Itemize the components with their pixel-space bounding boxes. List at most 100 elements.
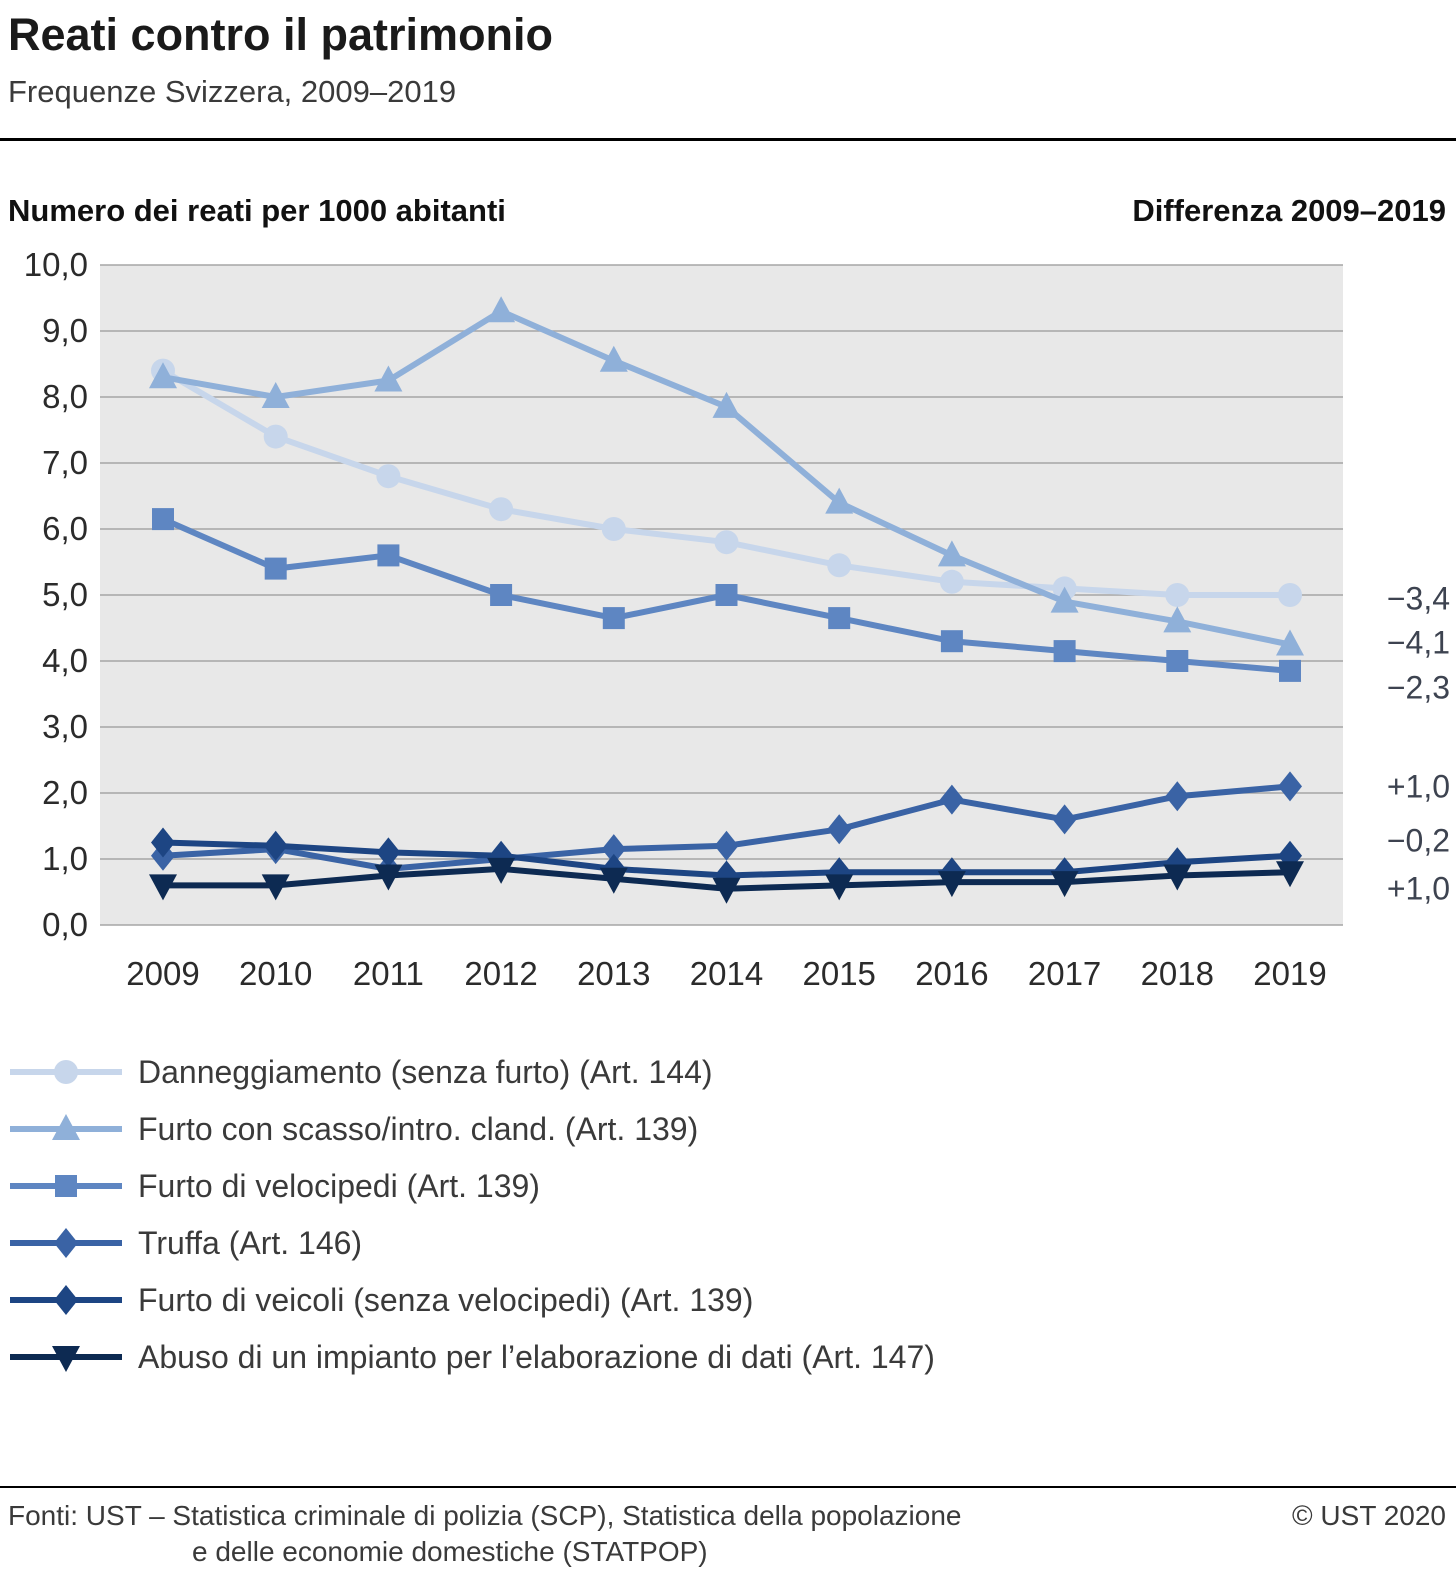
marker-diamond (714, 830, 739, 861)
marker-diamond (1278, 770, 1302, 801)
y-tick-label: 9,0 (42, 312, 88, 349)
legend-item: Abuso di un impianto per l’elaborazione … (8, 1329, 1446, 1386)
x-tick-label: 2017 (1028, 955, 1101, 992)
legend-sample (10, 1346, 122, 1372)
marker-triangle-up (1050, 586, 1079, 613)
legend-label: Furto di velocipedi (Art. 139) (138, 1167, 540, 1204)
legend-marker-diamond (54, 1285, 78, 1315)
page-title: Reati contro il patrimonio (8, 9, 554, 60)
marker-square (264, 557, 287, 580)
marker-square (152, 507, 174, 530)
difference-header: Differenza 2009–2019 (1132, 192, 1446, 228)
footer-sources-line1: Fonti: UST – Statistica criminale di pol… (8, 1499, 962, 1531)
header-divider (0, 137, 1456, 141)
marker-triangle-up (149, 361, 177, 388)
marker-triangle-up (261, 381, 290, 408)
x-tick-label: 2013 (577, 955, 650, 992)
marker-triangle-up (487, 295, 516, 322)
footer-copyright: © UST 2020 (1292, 1499, 1446, 1531)
marker-square (377, 543, 400, 566)
legend-item: Furto di veicoli (senza velocipedi) (Art… (8, 1272, 1446, 1329)
y-tick-label: 7,0 (42, 444, 88, 481)
marker-diamond (263, 830, 288, 861)
marker-square (490, 583, 513, 606)
marker-triangle-down (149, 873, 177, 900)
legend-label: Danneggiamento (senza furto) (Art. 144) (138, 1053, 713, 1090)
x-tick-label: 2015 (802, 955, 875, 992)
y-tick-label: 10,0 (24, 246, 88, 283)
legend-label: Furto con scasso/intro. cland. (Art. 139… (138, 1110, 699, 1147)
difference-label: +1,0 (1387, 768, 1450, 804)
marker-circle (489, 496, 514, 521)
marker-triangle-down (599, 867, 628, 894)
difference-label: −2,3 (1387, 669, 1450, 705)
y-tick-label: 1,0 (42, 840, 88, 877)
x-tick-label: 2014 (690, 955, 763, 992)
marker-circle (714, 529, 739, 554)
page: Reati contro il patrimonio Frequenze Svi… (0, 10, 1456, 1568)
marker-triangle-up (599, 345, 628, 372)
legend: Danneggiamento (senza furto) (Art. 144) F… (0, 1044, 1456, 1386)
difference-label: −4,1 (1387, 624, 1450, 660)
difference-label: +1,0 (1387, 870, 1450, 906)
marker-circle (263, 424, 288, 449)
marker-square (940, 629, 963, 652)
marker-square (1053, 639, 1076, 662)
difference-label: −0,2 (1387, 822, 1450, 858)
legend-marker-triangle-down (52, 1346, 80, 1372)
legend-sample (10, 1060, 122, 1084)
legend-item: Furto con scasso/intro. cland. (Art. 139… (8, 1101, 1446, 1158)
legend-item: Furto di velocipedi (Art. 139) (8, 1158, 1446, 1215)
legend-marker-circle (54, 1060, 78, 1084)
marker-diamond (601, 833, 626, 864)
marker-triangle-down (1276, 860, 1304, 887)
marker-diamond (1165, 780, 1190, 811)
marker-circle (601, 516, 626, 541)
y-tick-label: 0,0 (42, 906, 88, 943)
marker-circle (939, 569, 964, 594)
marker-triangle-down (937, 870, 966, 897)
legend-marker-triangle-up (52, 1114, 80, 1140)
legend-sample (10, 1228, 122, 1258)
legend-marker-diamond (54, 1228, 78, 1258)
legend-sample (10, 1114, 122, 1140)
marker-circle (376, 463, 401, 488)
marker-triangle-down (374, 864, 403, 890)
x-tick-label: 2018 (1141, 955, 1214, 992)
x-tick-label: 2010 (239, 955, 312, 992)
y-tick-label: 3,0 (42, 708, 88, 745)
marker-diamond (939, 784, 964, 815)
marker-square (602, 606, 625, 629)
y-tick-label: 6,0 (42, 510, 88, 547)
marker-triangle-down (712, 877, 741, 904)
legend-label: Abuso di un impianto per l’elaborazione … (138, 1338, 935, 1375)
difference-label: −3,4 (1387, 580, 1450, 616)
x-tick-label: 2011 (353, 955, 424, 992)
marker-triangle-up (1276, 629, 1304, 655)
x-tick-label: 2012 (464, 955, 537, 992)
marker-diamond (151, 827, 175, 857)
page-subtitle: Frequenze Svizzera, 2009–2019 (8, 73, 457, 109)
marker-triangle-up (374, 365, 403, 391)
marker-circle (1165, 582, 1190, 607)
legend-item: Truffa (Art. 146) (8, 1215, 1446, 1272)
chart: 0,0 1,0 2,0 3,0 4,0 5,0 6,0 7,0 8,0 9,0 10,0 2009 20… (0, 243, 1456, 1018)
x-tick-label: 2019 (1253, 955, 1326, 992)
line-chart-svg: 0,0 1,0 2,0 3,0 4,0 5,0 6,0 7,0 8,0 9,0 10,0 2009 20… (24, 246, 1450, 992)
marker-triangle-down (1050, 870, 1079, 897)
x-tick-label: 2016 (915, 955, 988, 992)
marker-square (715, 583, 738, 606)
marker-square (828, 606, 851, 629)
y-tick-label: 5,0 (42, 576, 88, 613)
legend-item: Danneggiamento (senza furto) (Art. 144) (8, 1044, 1446, 1101)
legend-sample (10, 1175, 122, 1197)
marker-circle (827, 552, 852, 577)
marker-triangle-down (825, 873, 854, 900)
y-tick-label: 2,0 (42, 774, 88, 811)
y-axis-title: Numero dei reati per 1000 abitanti (8, 192, 506, 228)
legend-label: Furto di veicoli (senza velocipedi) (Art… (138, 1281, 754, 1318)
marker-triangle-up (937, 539, 966, 566)
legend-label: Truffa (Art. 146) (138, 1224, 363, 1261)
marker-square (1166, 649, 1189, 672)
marker-diamond (827, 813, 852, 844)
